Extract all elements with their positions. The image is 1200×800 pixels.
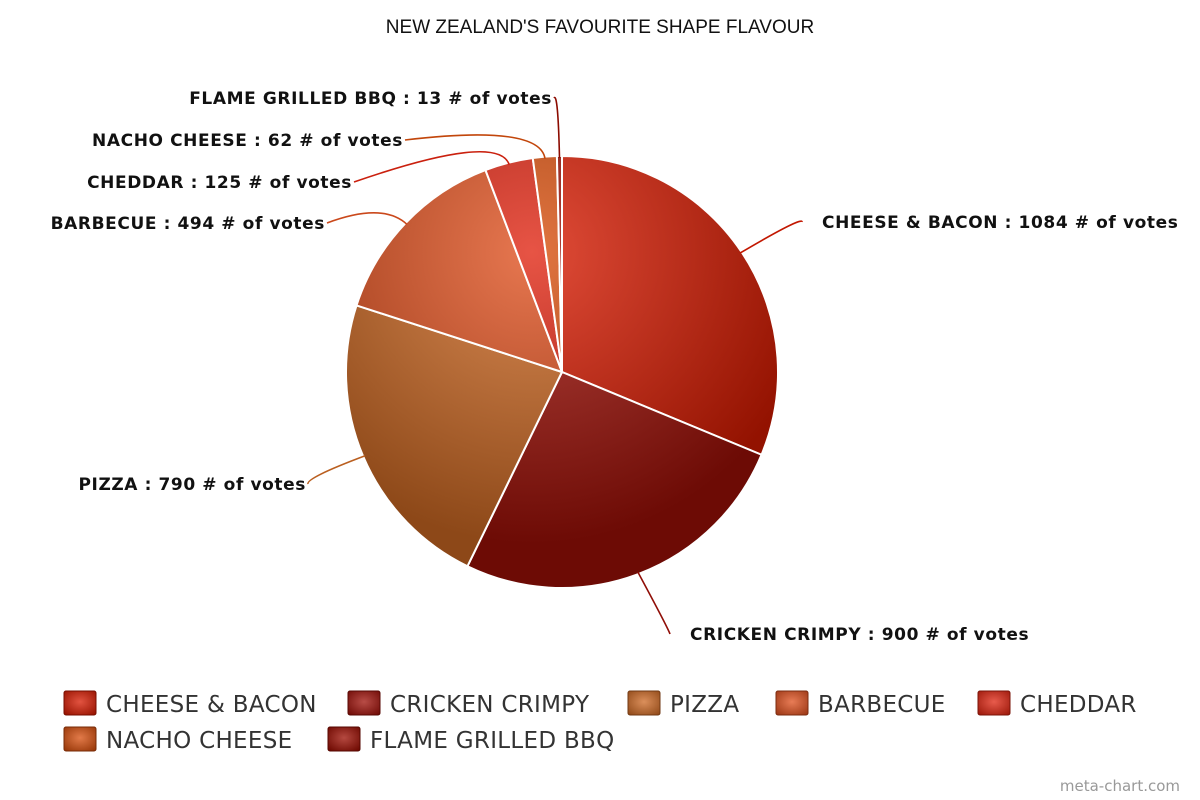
pie-slices: [345, 154, 779, 589]
legend-label: BARBECUE: [818, 692, 946, 718]
legend: CHEESE & BACON CRICKEN CRIMPY PIZZA BARBECU…: [63, 690, 1137, 754]
slice-labels: CHEESE & BACON : 1084 # of votes CRICKEN …: [51, 89, 1178, 645]
leader-lines: [307, 96, 803, 635]
leader-line-pizza: [307, 455, 366, 485]
leader-line-cricken-crimpy: [637, 571, 671, 635]
legend-label: CHEESE & BACON: [106, 692, 317, 718]
slice-label-cricken-crimpy: CRICKEN CRIMPY : 900 # of votes: [690, 625, 1029, 645]
legend-swatch: [977, 690, 1011, 716]
leader-line-barbecue: [326, 212, 408, 225]
legend-item-nacho-cheese: NACHO CHEESE: [63, 726, 292, 754]
leader-line-flame-grilled-bbq: [553, 96, 561, 159]
legend-swatch: [775, 690, 809, 716]
legend-label: CRICKEN CRIMPY: [390, 692, 590, 718]
slice-label-flame-grilled-bbq: FLAME GRILLED BBQ : 13 # of votes: [189, 89, 552, 109]
legend-swatch: [627, 690, 661, 716]
legend-label: NACHO CHEESE: [106, 728, 292, 754]
chart-title: NEW ZEALAND'S FAVOURITE SHAPE FLAVOUR: [386, 17, 814, 38]
legend-item-barbecue: BARBECUE: [775, 690, 946, 718]
legend-swatch: [347, 690, 381, 716]
legend-item-flame-grilled-bbq: FLAME GRILLED BBQ: [327, 726, 615, 754]
slice-label-cheddar: CHEDDAR : 125 # of votes: [87, 173, 352, 193]
legend-label: CHEDDAR: [1020, 692, 1137, 718]
slice-label-barbecue: BARBECUE : 494 # of votes: [51, 214, 325, 234]
leader-line-cheddar: [353, 151, 510, 183]
legend-swatch: [63, 690, 97, 716]
slice-label-cheese-and-bacon: CHEESE & BACON : 1084 # of votes: [822, 213, 1178, 233]
legend-label: PIZZA: [670, 692, 739, 718]
leader-line-cheese-and-bacon: [739, 220, 803, 254]
legend-swatch: [63, 726, 97, 752]
meta-chart-credit: meta-chart.com: [1060, 777, 1180, 795]
legend-item-cricken-crimpy: CRICKEN CRIMPY: [347, 690, 590, 718]
slice-label-pizza: PIZZA : 790 # of votes: [78, 475, 306, 495]
legend-swatch: [327, 726, 361, 752]
leader-line-nacho-cheese: [404, 134, 546, 159]
legend-item-pizza: PIZZA: [627, 690, 739, 718]
legend-item-cheese-and-bacon: CHEESE & BACON: [63, 690, 317, 718]
legend-label: FLAME GRILLED BBQ: [370, 728, 615, 754]
legend-item-cheddar: CHEDDAR: [977, 690, 1137, 718]
slice-label-nacho-cheese: NACHO CHEESE : 62 # of votes: [92, 131, 403, 151]
